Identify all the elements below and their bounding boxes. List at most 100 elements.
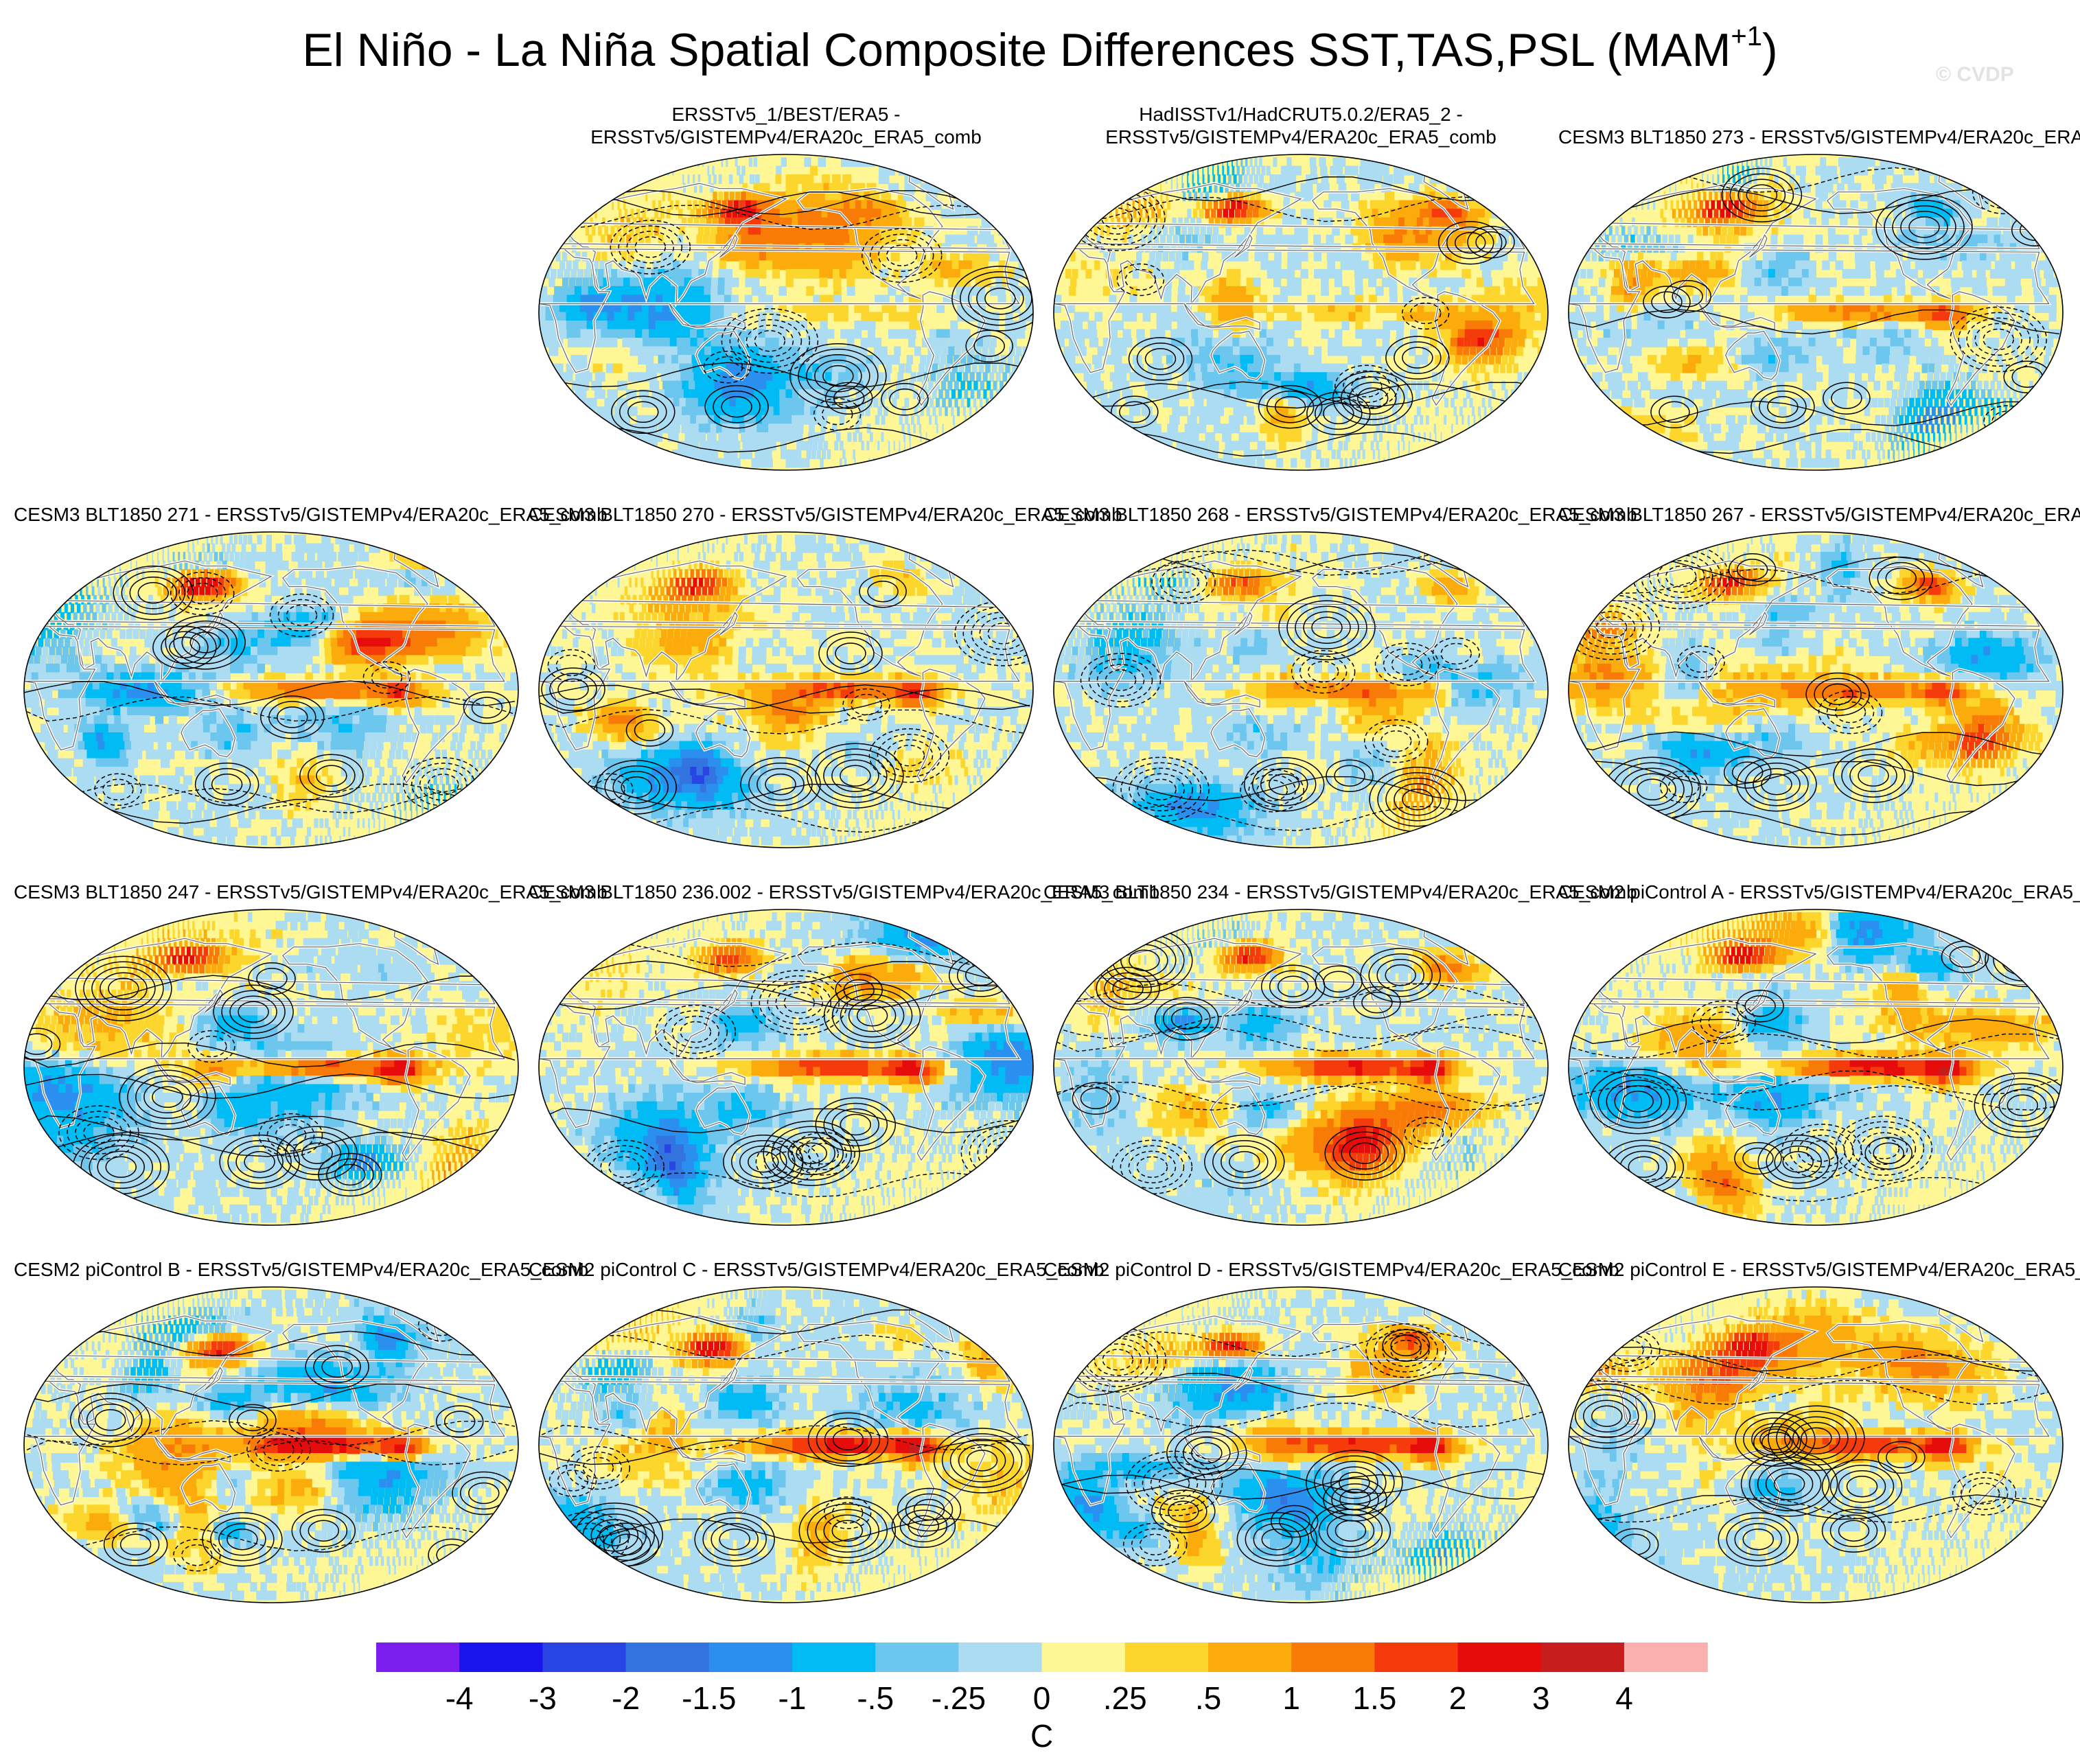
temp-cell xyxy=(797,423,804,434)
temp-cell xyxy=(1232,338,1241,348)
temp-cell xyxy=(1952,329,1960,339)
temp-cell xyxy=(1970,209,1982,219)
temp-cell xyxy=(1157,243,1164,253)
temp-cell xyxy=(1717,174,1720,185)
temp-cell xyxy=(1253,200,1260,210)
temp-cell xyxy=(588,415,601,425)
temp-cell xyxy=(1289,183,1296,193)
temp-cell xyxy=(1410,312,1418,322)
temp-cell xyxy=(1678,312,1687,322)
temp-cell xyxy=(1978,397,1982,408)
temp-cell xyxy=(2003,380,2008,391)
temp-cell xyxy=(2006,423,2008,434)
temp-cell xyxy=(791,234,800,244)
temp-cell xyxy=(796,174,803,185)
temp-cell xyxy=(1897,312,1906,322)
temp-cell xyxy=(678,268,685,279)
temp-cell xyxy=(809,200,817,210)
temp-cell xyxy=(888,303,897,313)
temp-cell xyxy=(1286,165,1291,176)
temp-cell xyxy=(1691,183,1694,193)
temp-cell xyxy=(1810,423,1816,434)
temp-cell xyxy=(1018,329,1026,339)
temp-cell xyxy=(785,226,794,236)
temp-cell xyxy=(1897,303,1906,313)
temp-cell xyxy=(1915,397,1921,408)
temp-cell xyxy=(1453,406,1457,417)
temp-cell xyxy=(881,294,890,305)
temp-cell xyxy=(1225,303,1233,313)
temp-cell xyxy=(586,303,594,313)
map-panel-2: HadISSTv1/HadCRUT5.0.2/ERA5_2 - ERSSTv5/… xyxy=(1043,103,1558,487)
temp-cell xyxy=(1149,174,1152,185)
temp-cell xyxy=(986,397,989,408)
temp-cell xyxy=(683,294,691,305)
temp-cell xyxy=(1768,423,1777,434)
temp-cell xyxy=(984,312,993,322)
temp-cell xyxy=(1391,380,1398,391)
temp-cell xyxy=(1869,346,1877,356)
temp-cell xyxy=(1490,406,1493,417)
temp-cell xyxy=(949,329,958,339)
temp-cell xyxy=(1569,294,1577,305)
temp-cell xyxy=(684,277,692,288)
temp-cell xyxy=(965,363,971,373)
temp-cell xyxy=(615,286,623,296)
temp-cell xyxy=(1779,217,1786,227)
temp-cell xyxy=(1197,157,1201,167)
temp-cell xyxy=(1781,286,1790,296)
temp-cell xyxy=(938,363,945,373)
temp-cell xyxy=(1608,226,1613,236)
temp-cell xyxy=(754,234,761,244)
temp-cell xyxy=(729,226,736,236)
temp-cell xyxy=(565,217,568,227)
temp-cell xyxy=(1294,217,1302,227)
temp-cell xyxy=(847,329,855,339)
temp-cell xyxy=(1876,338,1884,348)
temp-cell xyxy=(1334,277,1343,288)
temp-cell xyxy=(1842,303,1851,313)
coastline xyxy=(1234,234,1253,258)
temp-cell xyxy=(910,372,916,382)
temp-cell xyxy=(840,406,846,417)
temp-cell xyxy=(621,251,627,262)
temp-cell xyxy=(1788,329,1796,339)
temp-cell xyxy=(772,363,781,373)
temp-cell xyxy=(1184,329,1193,339)
temp-cell xyxy=(806,303,814,313)
temp-cell xyxy=(638,458,654,468)
temp-cell xyxy=(718,174,722,185)
temp-cell xyxy=(1960,372,1966,382)
temp-cell xyxy=(1178,217,1183,227)
temp-cell xyxy=(1193,209,1198,219)
temp-cell xyxy=(1093,380,1105,391)
temp-cell xyxy=(1757,423,1766,434)
temp-cell xyxy=(1183,321,1192,330)
temp-cell xyxy=(1280,174,1286,185)
temp-cell xyxy=(1901,372,1908,382)
temp-cell xyxy=(767,226,774,236)
temp-cell xyxy=(785,277,794,288)
temp-cell xyxy=(785,192,793,202)
temp-cell xyxy=(2012,415,2014,425)
temp-cell xyxy=(1253,355,1262,365)
temp-cell xyxy=(643,286,650,296)
temp-cell xyxy=(1181,226,1187,236)
temp-cell xyxy=(1676,260,1683,270)
temp-cell xyxy=(1918,174,1930,185)
temp-cell xyxy=(959,192,973,202)
temp-cell xyxy=(1465,303,1473,313)
temp-cell xyxy=(1709,363,1718,373)
temp-cell xyxy=(1577,286,1584,296)
temp-cell xyxy=(881,415,886,425)
temp-cell xyxy=(592,363,603,373)
temp-cell xyxy=(1729,183,1733,193)
temp-cell xyxy=(745,338,753,348)
temp-cell xyxy=(1834,380,1842,391)
temp-cell xyxy=(1883,346,1891,356)
temp-cell xyxy=(1396,312,1405,322)
temp-cell xyxy=(1227,217,1233,227)
temp-cell xyxy=(1952,312,1961,322)
temp-cell xyxy=(1986,251,1996,262)
temp-cell xyxy=(1651,329,1660,339)
